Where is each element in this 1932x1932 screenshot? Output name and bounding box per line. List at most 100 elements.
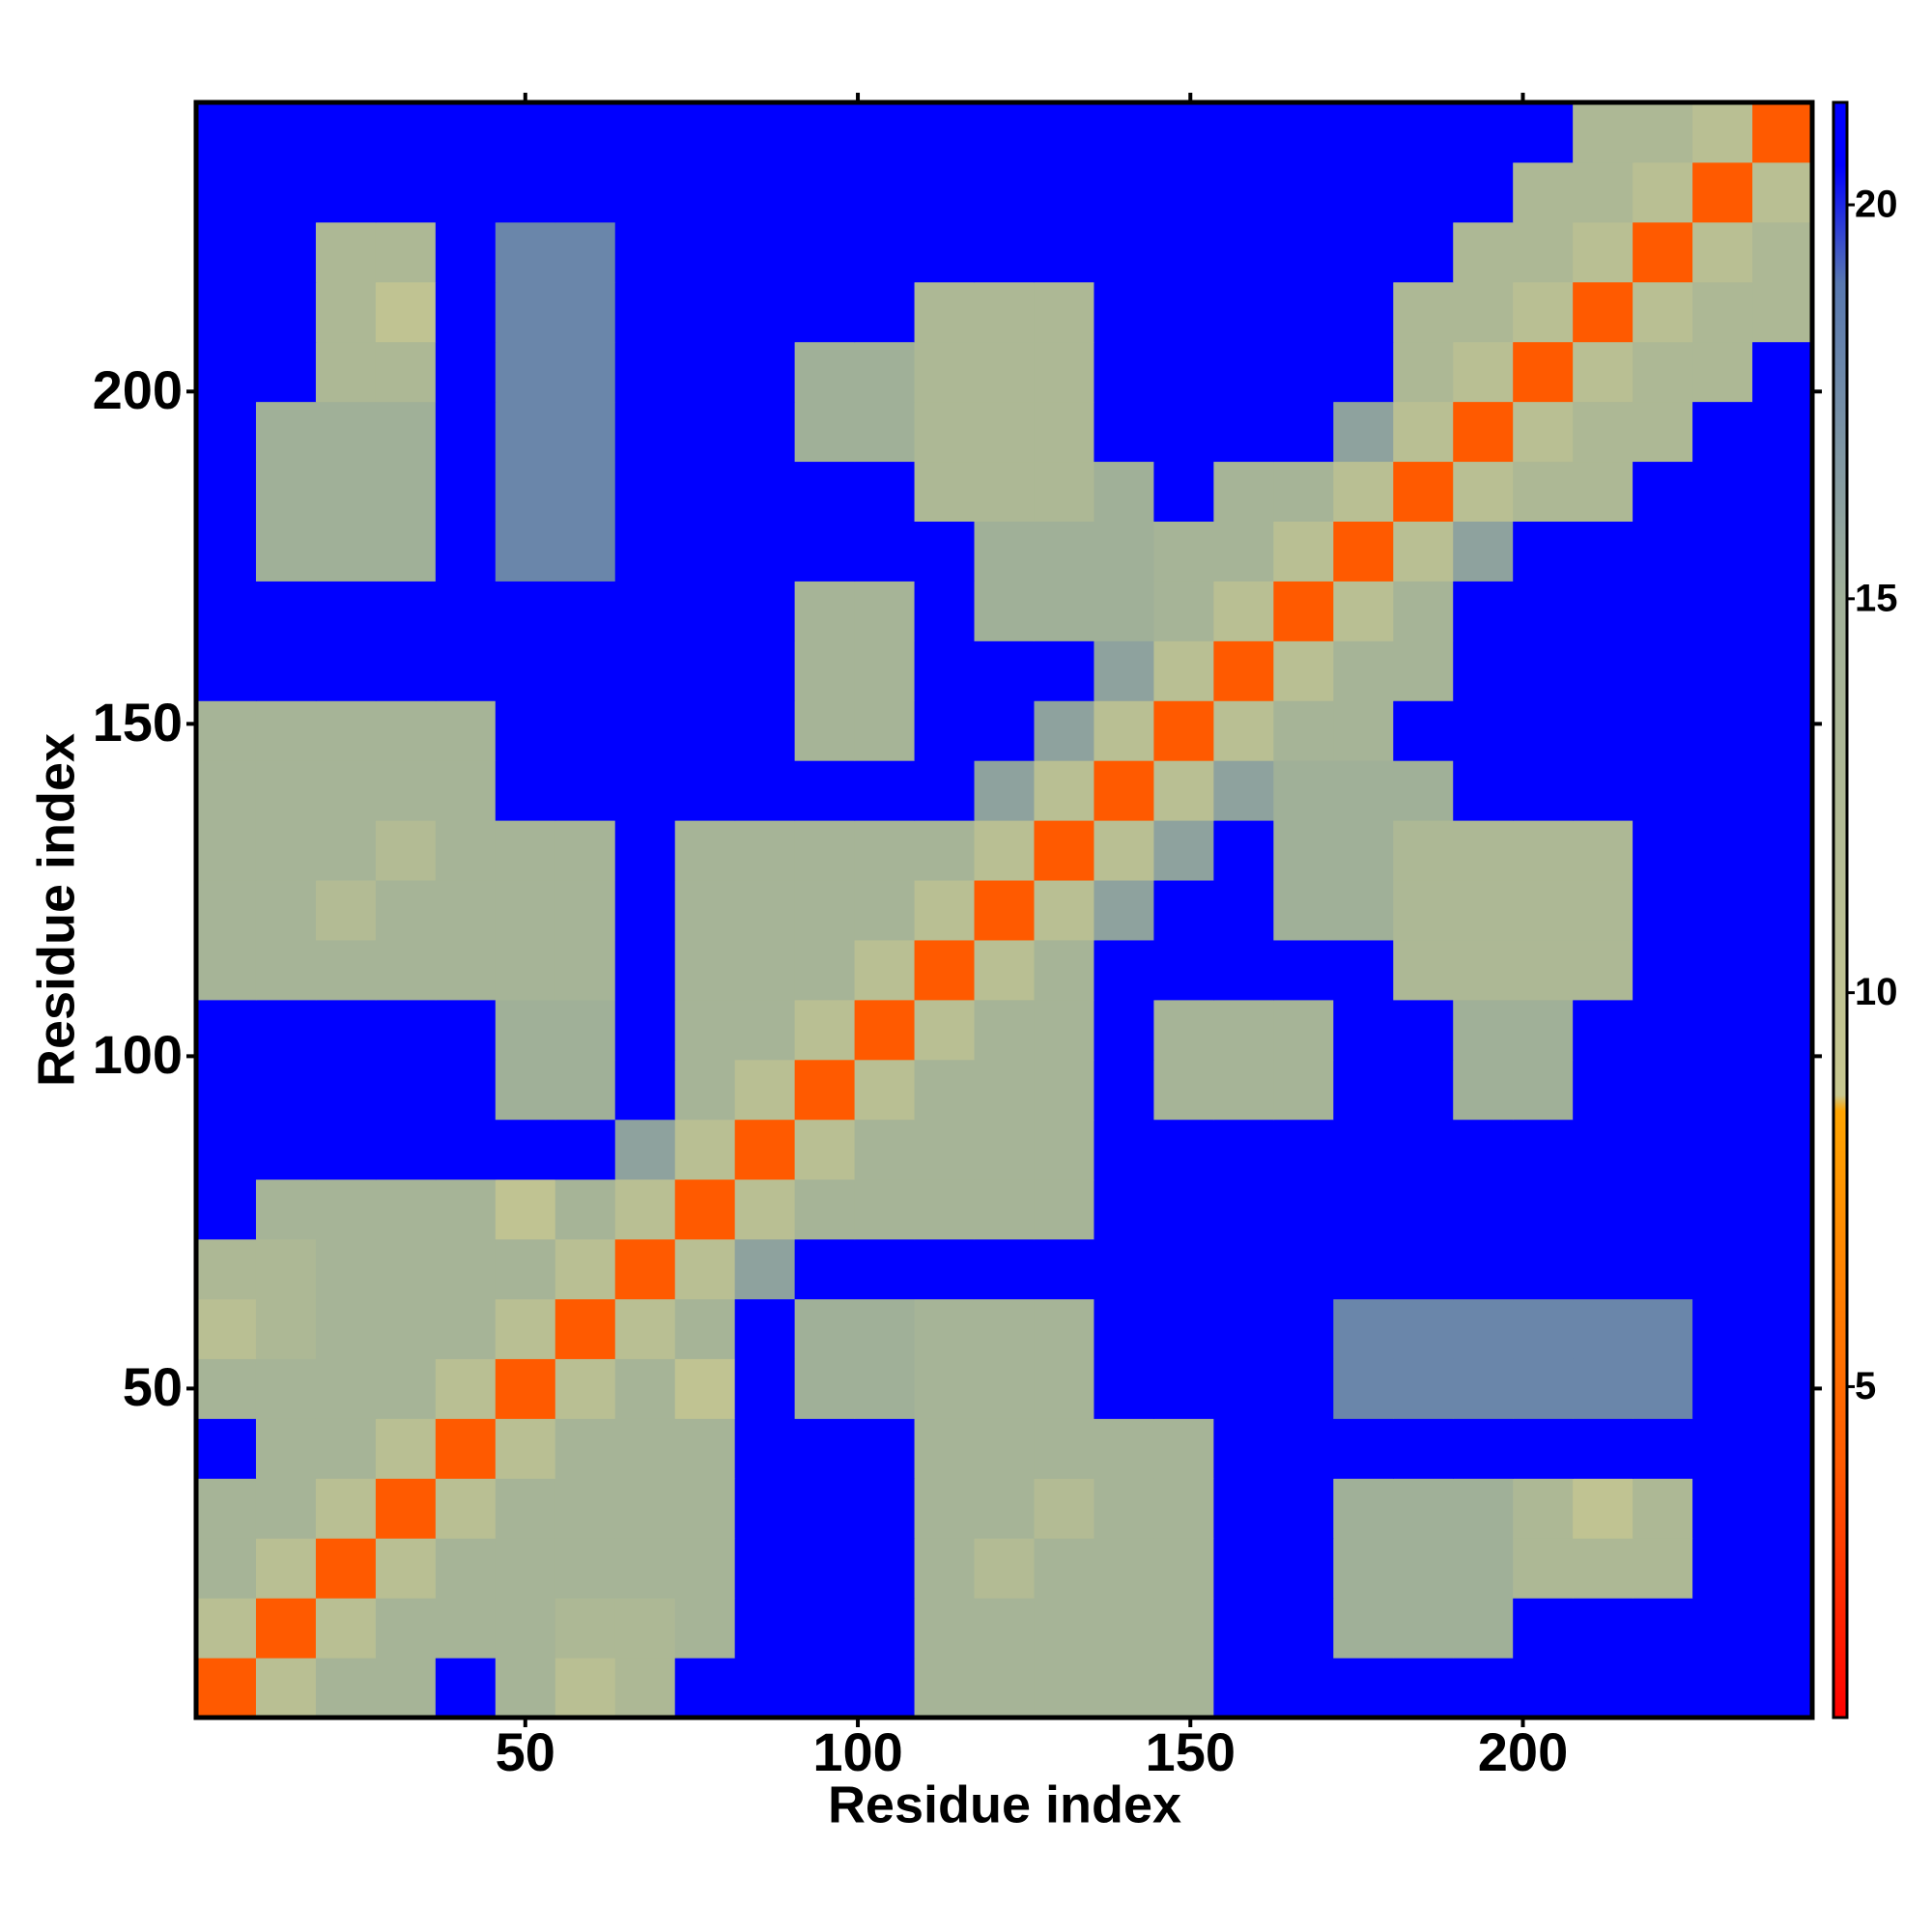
heatmap-cell [1213,1179,1274,1240]
heatmap-cell [794,1238,856,1300]
heatmap-cell [794,820,856,881]
heatmap-cell [1153,1059,1214,1121]
heatmap-cell [1153,939,1214,1001]
heatmap-cell [1153,102,1214,163]
heatmap-cell [734,1418,796,1479]
heatmap-cell [1692,1119,1753,1180]
heatmap-cell [1213,521,1274,582]
heatmap-cell [914,102,976,163]
heatmap-cell [1393,161,1454,223]
heatmap-cell [495,1238,556,1300]
heatmap-cell [1692,161,1753,223]
heatmap-cell [734,1179,796,1240]
heatmap-cell [794,939,856,1001]
heatmap-cell [1513,341,1574,403]
heatmap-cell [794,461,856,522]
heatmap-cell [1453,1538,1514,1599]
heatmap-cell [914,341,976,403]
heatmap-cell [674,1179,736,1240]
heatmap-cell [1273,700,1334,761]
heatmap-cell [375,401,437,463]
heatmap-cell [1094,1538,1154,1599]
heatmap-cell [1333,700,1394,761]
heatmap-cell [1752,760,1813,821]
heatmap-cell [1752,581,1813,641]
heatmap-cell [1333,1179,1394,1240]
heatmap-cell [1034,221,1094,283]
heatmap-cell [1153,221,1214,283]
heatmap-cell [1333,880,1394,941]
heatmap-cell [734,999,796,1061]
heatmap-cell [734,1298,796,1359]
heatmap-cell [1273,1658,1334,1719]
heatmap-cell [1692,999,1753,1061]
heatmap-cell [914,880,976,941]
heatmap-cell [1573,1658,1634,1719]
heatmap-cell [674,281,736,343]
heatmap-cell [1633,281,1693,343]
heatmap-cell [1333,1298,1394,1359]
heatmap-cell [1273,521,1334,582]
heatmap-cell [1213,999,1274,1061]
heatmap-cell [1213,461,1274,522]
heatmap-cell [255,939,317,1001]
heatmap-cell [1094,581,1154,641]
heatmap-cell [1273,161,1334,223]
heatmap-cell [196,820,257,881]
heatmap-cell [495,221,556,283]
colorbar [1832,100,1849,1719]
heatmap-cell [554,999,616,1061]
heatmap-cell [1752,221,1813,283]
heatmap-cell [974,1598,1035,1659]
heatmap-cell [1273,1179,1334,1240]
heatmap-cell [196,1119,257,1180]
heatmap-cell [1273,461,1334,522]
heatmap-cell [1573,1478,1634,1539]
heatmap-cell [854,1119,916,1180]
heatmap-cell [1034,1418,1094,1479]
heatmap-cell [1333,1598,1394,1659]
heatmap-cell [1153,640,1214,701]
heatmap-cell [1213,820,1274,881]
heatmap-cell [674,341,736,403]
plot-frame [193,99,1815,1720]
heatmap-cell [495,341,556,403]
heatmap-cell [375,1179,437,1240]
heatmap-cell [1453,820,1514,881]
heatmap-cell [554,1358,616,1419]
heatmap-cell [1034,581,1094,641]
heatmap-cell [435,760,497,821]
heatmap-cell [1633,521,1693,582]
heatmap-cell [1513,1179,1574,1240]
y-tick-label: 200 [93,359,183,420]
heatmap-cell [1752,1358,1813,1419]
heatmap-cell [1573,939,1634,1001]
heatmap-cell [435,880,497,941]
heatmap-cell [734,102,796,163]
heatmap-cell [435,820,497,881]
heatmap-cell [794,221,856,283]
heatmap-cell [614,341,676,403]
heatmap-cell [1153,999,1214,1061]
heatmap-cell [1573,880,1634,941]
heatmap-cell [1633,939,1693,1001]
heatmap-cell [974,1119,1035,1180]
heatmap-cell [1453,1119,1514,1180]
heatmap-cell [854,1298,916,1359]
heatmap-cell [1213,880,1274,941]
heatmap-cell [1692,1358,1753,1419]
heatmap-cell [196,640,257,701]
heatmap-cell [1273,1478,1334,1539]
heatmap-cell [1453,161,1514,223]
heatmap-cell [614,1418,676,1479]
heatmap-cell [1213,1538,1274,1599]
heatmap-cell [1273,1298,1334,1359]
heatmap-cell [1034,102,1094,163]
heatmap-cell [614,521,676,582]
heatmap-cell [375,1478,437,1539]
heatmap-cell [1513,161,1574,223]
heatmap-cell [1094,999,1154,1061]
heatmap-cell [1094,1059,1154,1121]
heatmap-cell [1513,880,1574,941]
